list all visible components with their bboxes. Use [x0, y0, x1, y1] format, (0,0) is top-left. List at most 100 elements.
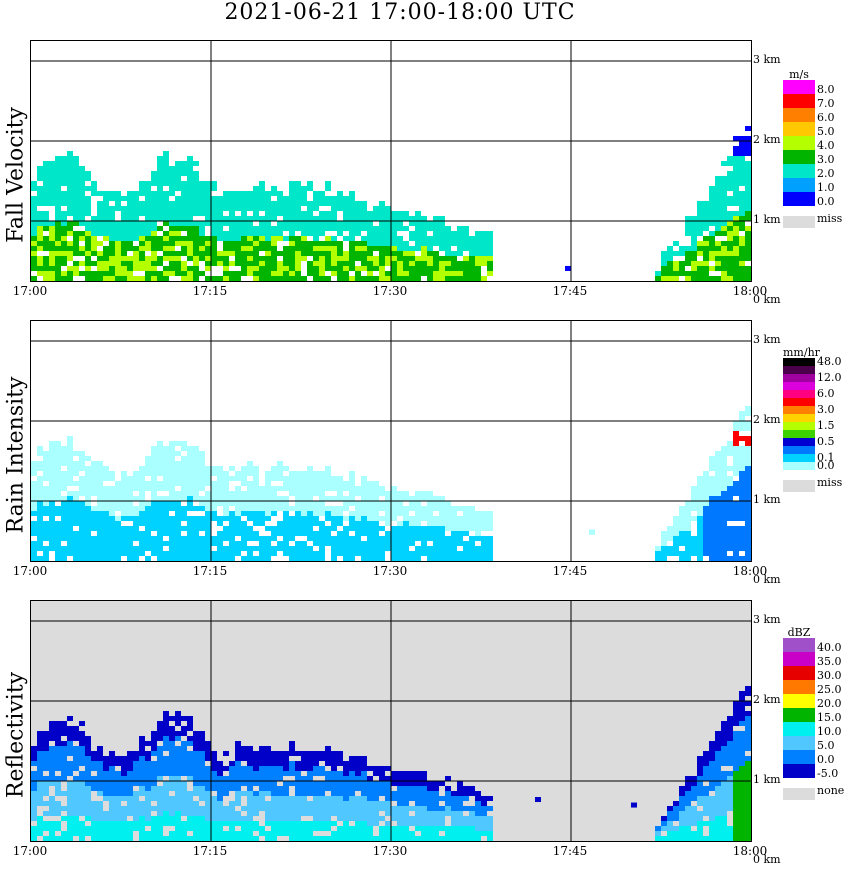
data-cell — [151, 501, 157, 506]
data-cell — [433, 816, 439, 821]
data-cell — [247, 796, 253, 801]
data-cell — [283, 821, 289, 826]
data-cell — [445, 276, 451, 281]
data-cell — [211, 816, 217, 821]
data-cell — [265, 551, 271, 556]
data-cell — [727, 776, 733, 781]
data-cell — [475, 836, 481, 841]
data-cell — [433, 506, 439, 511]
data-cell — [739, 246, 745, 251]
data-cell — [313, 191, 319, 196]
data-cell — [205, 816, 211, 821]
data-cell — [733, 241, 739, 246]
data-cell — [217, 206, 223, 211]
data-cell — [121, 771, 127, 776]
data-cell — [235, 246, 241, 251]
data-cell — [85, 171, 91, 176]
data-cell — [31, 466, 37, 471]
data-cell — [91, 186, 97, 191]
data-cell — [337, 226, 343, 231]
data-cell — [31, 251, 37, 256]
data-cell — [163, 711, 169, 716]
data-cell — [709, 256, 715, 261]
data-cell — [409, 521, 415, 526]
data-cell — [337, 801, 343, 806]
data-cell — [349, 801, 355, 806]
data-cell — [343, 206, 349, 211]
data-cell — [727, 226, 733, 231]
data-cell — [49, 821, 55, 826]
data-cell — [709, 781, 715, 786]
data-cell — [373, 481, 379, 486]
data-cell — [187, 461, 193, 466]
data-cell — [103, 491, 109, 496]
data-cell — [481, 801, 487, 806]
data-cell — [175, 836, 181, 841]
data-cell — [79, 476, 85, 481]
data-cell — [283, 196, 289, 201]
data-cell — [235, 746, 241, 751]
data-cell — [169, 741, 175, 746]
data-cell — [355, 811, 361, 816]
data-cell — [427, 821, 433, 826]
data-cell — [289, 471, 295, 476]
data-cell — [55, 726, 61, 731]
data-cell — [229, 816, 235, 821]
data-cell — [151, 176, 157, 181]
data-cell — [739, 201, 745, 206]
data-cell — [373, 821, 379, 826]
data-cell — [469, 271, 475, 276]
data-cell — [313, 196, 319, 201]
data-cell — [403, 211, 409, 216]
data-cell — [319, 191, 325, 196]
data-cell — [145, 236, 151, 241]
data-cell — [253, 261, 259, 266]
data-cell — [715, 221, 721, 226]
data-cell — [355, 206, 361, 211]
data-cell — [163, 271, 169, 276]
data-cell — [313, 811, 319, 816]
data-cell — [217, 816, 223, 821]
data-cell — [187, 256, 193, 261]
data-cell — [49, 446, 55, 451]
data-cell — [163, 526, 169, 531]
data-cell — [247, 836, 253, 841]
data-cell — [241, 776, 247, 781]
data-cell — [415, 536, 421, 541]
data-cell — [85, 766, 91, 771]
data-cell — [205, 211, 211, 216]
data-cell — [73, 201, 79, 206]
data-cell — [745, 476, 751, 481]
data-cell — [217, 481, 223, 486]
data-cell — [55, 451, 61, 456]
data-cell — [361, 541, 367, 546]
data-cell — [367, 801, 373, 806]
data-cell — [85, 771, 91, 776]
data-cell — [73, 736, 79, 741]
data-cell — [235, 766, 241, 771]
data-cell — [139, 761, 145, 766]
data-cell — [265, 821, 271, 826]
data-cell — [421, 236, 427, 241]
data-cell — [373, 521, 379, 526]
data-cell — [265, 256, 271, 261]
data-cell — [229, 541, 235, 546]
data-cell — [85, 186, 91, 191]
data-cell — [235, 251, 241, 256]
data-cell — [157, 211, 163, 216]
data-cell — [427, 236, 433, 241]
data-cell — [49, 501, 55, 506]
data-cell — [103, 216, 109, 221]
data-cell — [715, 266, 721, 271]
data-cell — [55, 246, 61, 251]
data-cell — [733, 756, 739, 761]
data-cell — [301, 521, 307, 526]
data-cell — [325, 761, 331, 766]
data-cell — [463, 521, 469, 526]
data-cell — [211, 206, 217, 211]
data-cell — [307, 271, 313, 276]
data-cell — [175, 776, 181, 781]
data-cell — [193, 471, 199, 476]
data-cell — [385, 246, 391, 251]
data-cell — [247, 806, 253, 811]
